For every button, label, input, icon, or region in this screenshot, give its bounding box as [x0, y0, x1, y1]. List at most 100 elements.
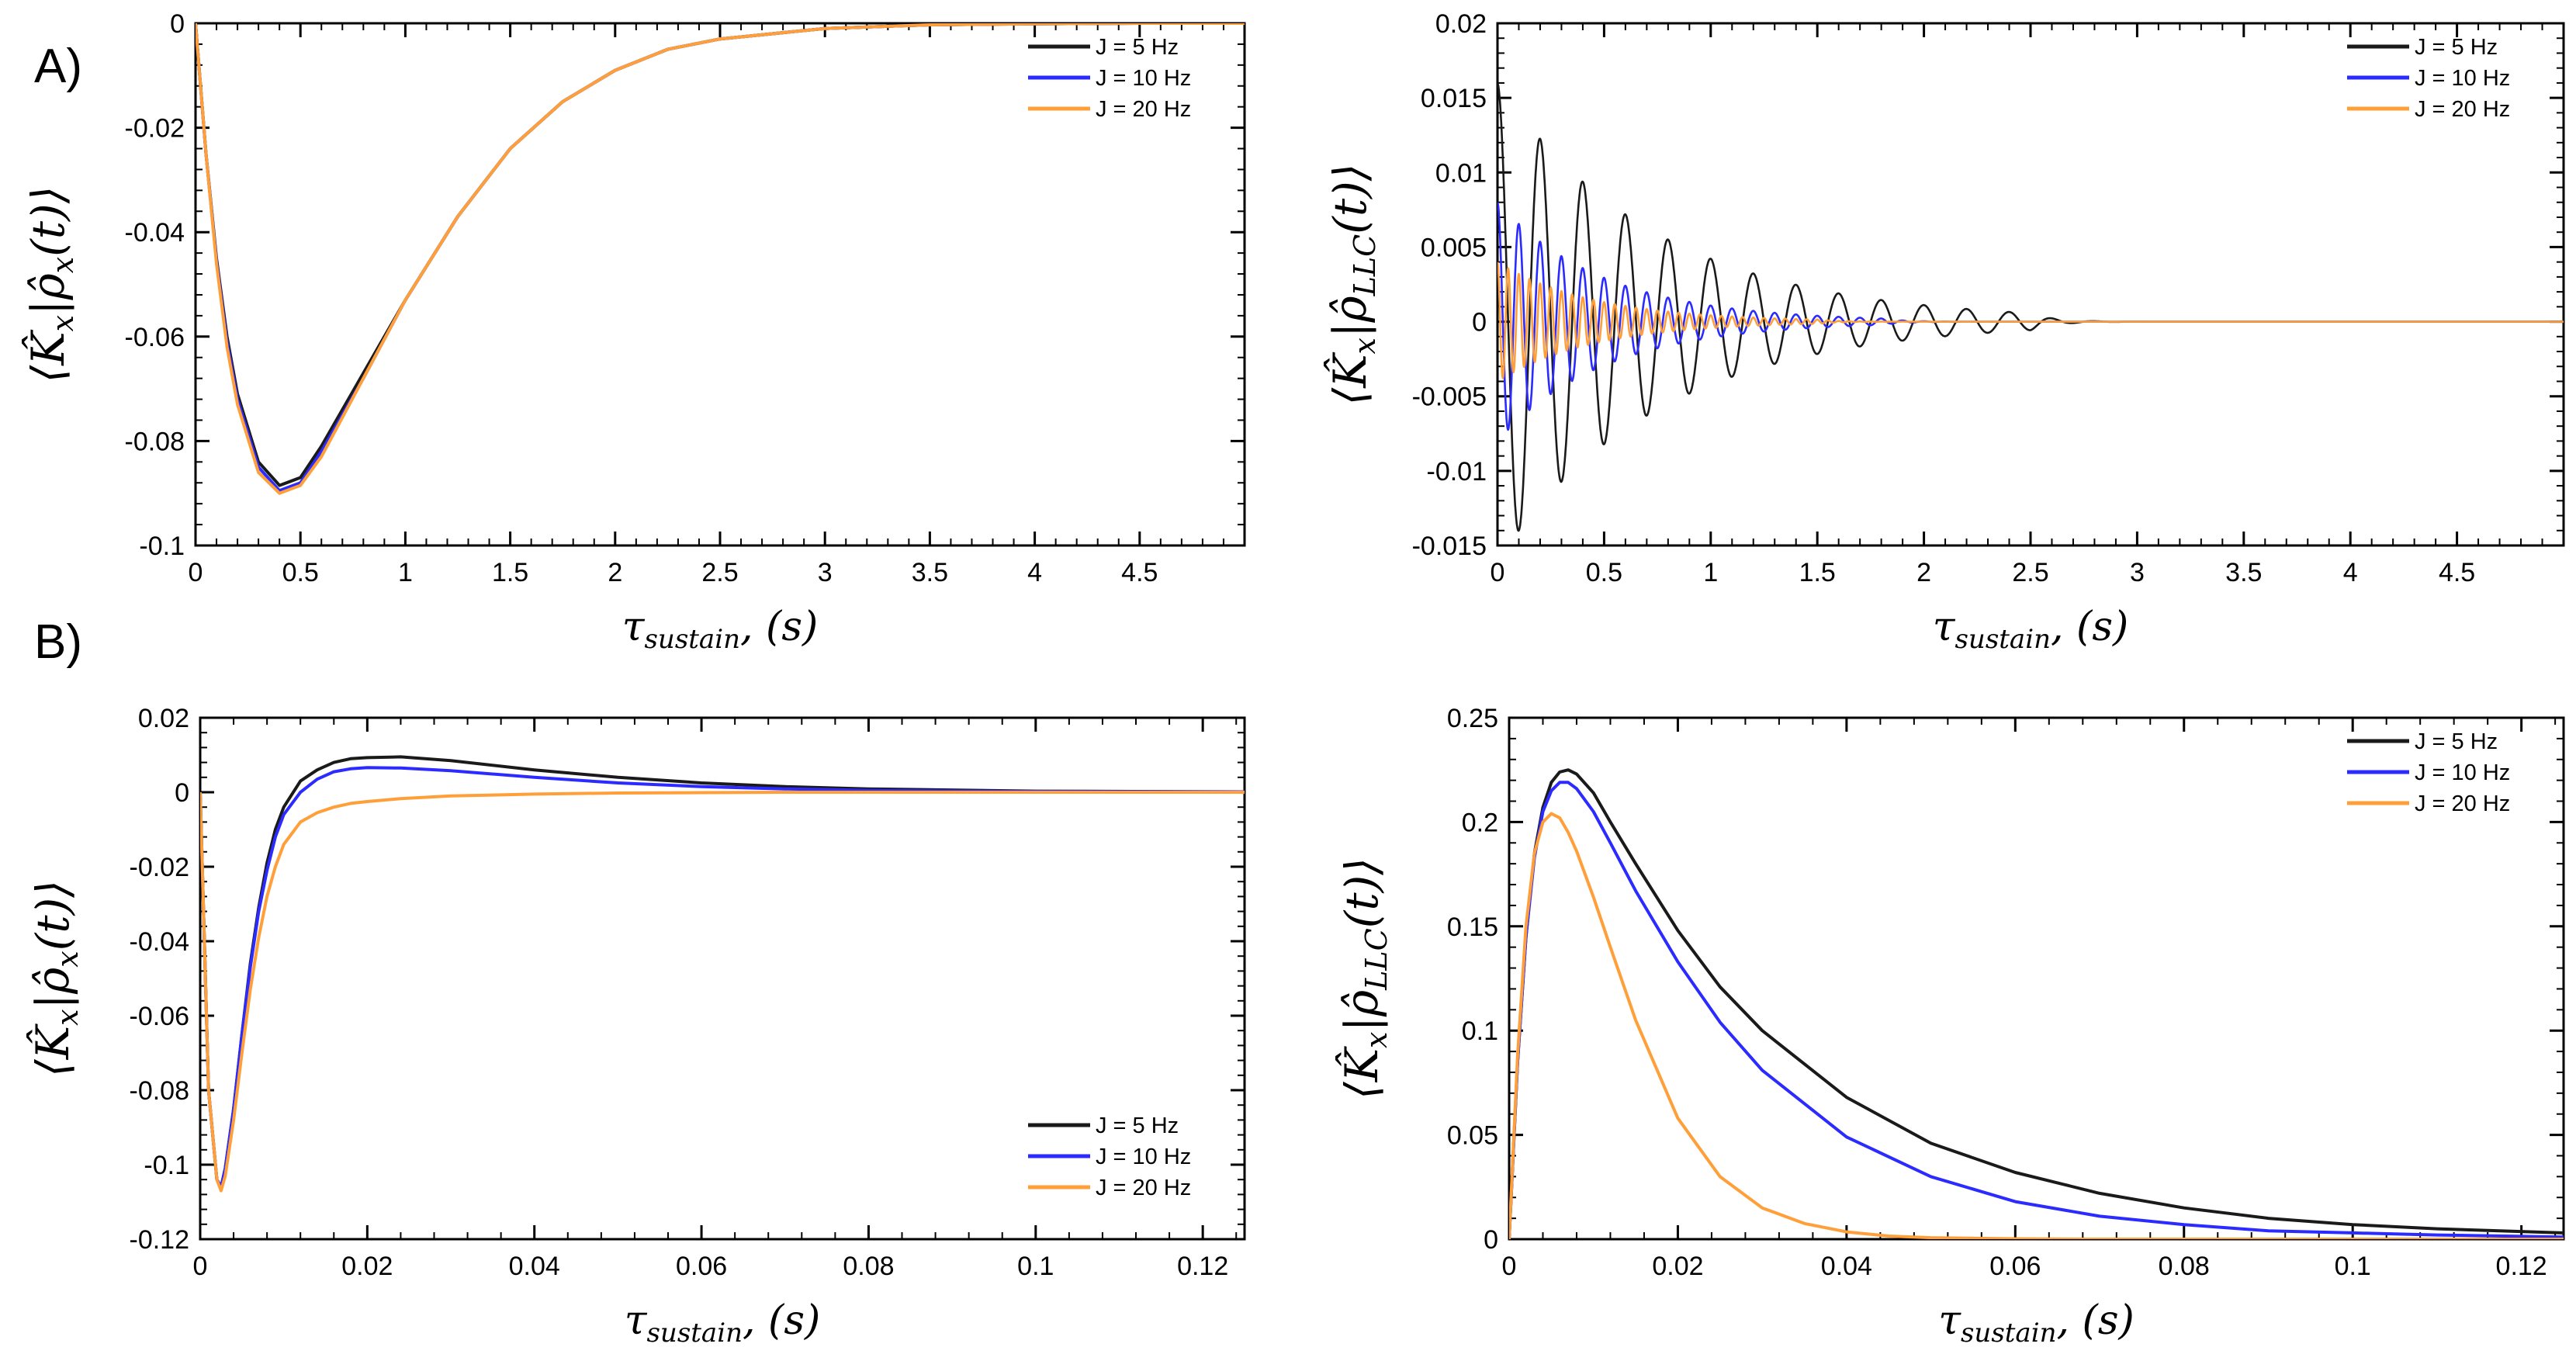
y-axis-label: ⟨K̂x|ρ̂LLC(t)⟩	[1323, 164, 1382, 406]
x-tick-label: 0	[1491, 558, 1505, 587]
y-label-part: x	[50, 1009, 85, 1025]
x-tick-label: 0.06	[1989, 1252, 2041, 1281]
x-tick-label: 4.5	[1121, 558, 1158, 587]
x-axis-label: τsustain, (s)	[1933, 604, 2129, 655]
y-axis-label: ⟨K̂x|ρ̂x(t)⟩	[21, 186, 80, 383]
legend-label: J = 5 Hz	[1096, 1113, 1179, 1138]
legend-label: J = 5 Hz	[1096, 35, 1179, 60]
x-tick-label: 1	[1703, 558, 1718, 587]
legend-label: J = 5 Hz	[2415, 729, 2498, 754]
y-label-part: (t)⟩	[22, 186, 74, 257]
y-tick-label: 0.005	[1421, 233, 1487, 262]
x-tick-label: 0.1	[2335, 1252, 2371, 1281]
x-axis-label: τsustain, (s)	[622, 604, 819, 655]
x-axis-label: τsustain, (s)	[625, 1297, 821, 1349]
x-tick-label: 0.5	[282, 558, 319, 587]
x-label-symbol: τ	[625, 1297, 648, 1344]
y-tick-label: -0.1	[144, 1151, 189, 1180]
x-label-subscript: sustain	[1961, 1318, 2057, 1349]
y-label-part: ⟨K̂	[1323, 352, 1376, 406]
legend-label: J = 20 Hz	[1096, 1176, 1191, 1200]
y-tick-label: 0	[175, 778, 189, 808]
series-line-j20	[1497, 261, 2564, 379]
panel-label-b: B)	[34, 615, 82, 669]
series-line-j20	[196, 23, 1245, 495]
x-label-unit: , (s)	[2056, 1297, 2134, 1344]
x-tick-label: 0.04	[1821, 1252, 1872, 1281]
y-tick-label: 0.02	[1435, 9, 1487, 39]
y-tick-label: 0.01	[1435, 158, 1487, 188]
y-tick-label: -0.02	[125, 114, 185, 144]
y-tick-label: -0.08	[130, 1076, 190, 1106]
x-tick-label: 3	[2130, 558, 2145, 587]
x-tick-label: 0.02	[341, 1252, 393, 1281]
y-tick-label: 0.25	[1447, 704, 1498, 733]
x-tick-label: 0.08	[2159, 1252, 2210, 1281]
legend-label: J = 10 Hz	[2415, 760, 2510, 785]
y-tick-label: 0	[170, 9, 185, 39]
x-tick-label: 0.02	[1652, 1252, 1703, 1281]
chart-b-right: 0 0.02 0.04 0.06 0.08 0.1 0.12 0.25 0.2 0.15 0.1 0.…	[1335, 704, 2565, 1349]
x-label-symbol: τ	[1938, 1297, 1961, 1344]
y-tick-label: -0.08	[125, 427, 185, 456]
y-tick-label: 0	[1472, 308, 1487, 338]
y-label-part: x	[46, 257, 80, 273]
y-label-part: x	[50, 951, 85, 967]
x-tick-label: 3.5	[2225, 558, 2262, 587]
y-label-part: LLC	[1359, 928, 1394, 991]
x-label-symbol: τ	[1933, 604, 1956, 650]
y-tick-label: 0.02	[138, 704, 189, 733]
legend-label: J = 20 Hz	[2415, 97, 2510, 122]
charts: 0 0.5 1 1.5 2 2.5 3 3.5 4 4.5 0 -0.02 -0.04 -0.06 -0.0…	[21, 9, 2565, 1349]
x-tick-label: 2.5	[701, 558, 738, 587]
series-line-j5	[196, 23, 1245, 487]
x-tick-label: 2	[608, 558, 622, 587]
chart-a-left: 0 0.5 1 1.5 2 2.5 3 3.5 4 4.5 0 -0.02 -0.04 -0.06 -0.0…	[21, 9, 1246, 655]
y-tick-label: -0.01	[1427, 457, 1487, 487]
legend-label: J = 5 Hz	[2415, 35, 2498, 60]
y-label-part: x	[1348, 338, 1382, 354]
series-line-j20	[200, 791, 1245, 1193]
series-line-j5	[200, 755, 1245, 1189]
x-label-symbol: τ	[622, 604, 646, 650]
y-label-part: ⟨K̂	[21, 329, 74, 383]
y-label-part: ⟨K̂	[26, 1023, 79, 1077]
y-label-part: |ρ̂	[1335, 990, 1388, 1032]
y-tick-label: -0.1	[139, 532, 185, 561]
y-tick-label: -0.02	[130, 853, 190, 882]
legend-label: J = 20 Hz	[2415, 791, 2510, 816]
x-label-subscript: sustain	[644, 624, 740, 655]
x-tick-label: 0.04	[509, 1252, 560, 1281]
x-tick-label: 1.5	[1799, 558, 1836, 587]
chart-b-left: 0 0.02 0.04 0.06 0.08 0.1 0.12 0.02 0 -0.02 -0.04 -…	[26, 704, 1246, 1349]
legend-label: J = 10 Hz	[1096, 1145, 1191, 1169]
y-label-part: |ρ̂	[26, 968, 79, 1009]
y-label-part: |ρ̂	[1324, 296, 1376, 338]
y-tick-label: 0.15	[1447, 913, 1498, 942]
y-tick-label: -0.04	[125, 218, 185, 248]
y-tick-label: 0.2	[1462, 808, 1498, 837]
plot-frame	[194, 22, 1246, 547]
plot-frame	[1508, 716, 2565, 1241]
y-tick-label: 0.1	[1462, 1016, 1498, 1046]
y-tick-label: -0.06	[130, 1002, 190, 1031]
y-label-part: x	[46, 315, 80, 331]
y-tick-label: -0.06	[125, 323, 185, 352]
series-line-j10	[196, 23, 1245, 493]
x-label-unit: , (s)	[743, 1297, 820, 1344]
x-tick-label: 1.5	[492, 558, 528, 587]
series-line-j5	[1497, 82, 2564, 532]
y-tick-label: -0.005	[1412, 383, 1487, 412]
y-label-part: LLC	[1348, 234, 1382, 297]
x-tick-label: 2	[1916, 558, 1931, 587]
chart-a-right: 0 0.5 1 1.5 2 2.5 3 3.5 4 4.50.020.0150.010.0050-…	[1323, 9, 2565, 655]
series-line-j10	[1509, 781, 2564, 1239]
x-tick-label: 0	[1502, 1252, 1517, 1281]
plot-frame	[199, 716, 1246, 1241]
x-tick-label: 0.08	[843, 1252, 894, 1281]
y-tick-label: 0	[1484, 1225, 1498, 1255]
y-tick-label: 0.015	[1421, 84, 1487, 113]
legend-label: J = 10 Hz	[1096, 66, 1191, 91]
x-tick-label: 4	[2343, 558, 2358, 587]
x-axis-label: τsustain, (s)	[1938, 1297, 2135, 1349]
